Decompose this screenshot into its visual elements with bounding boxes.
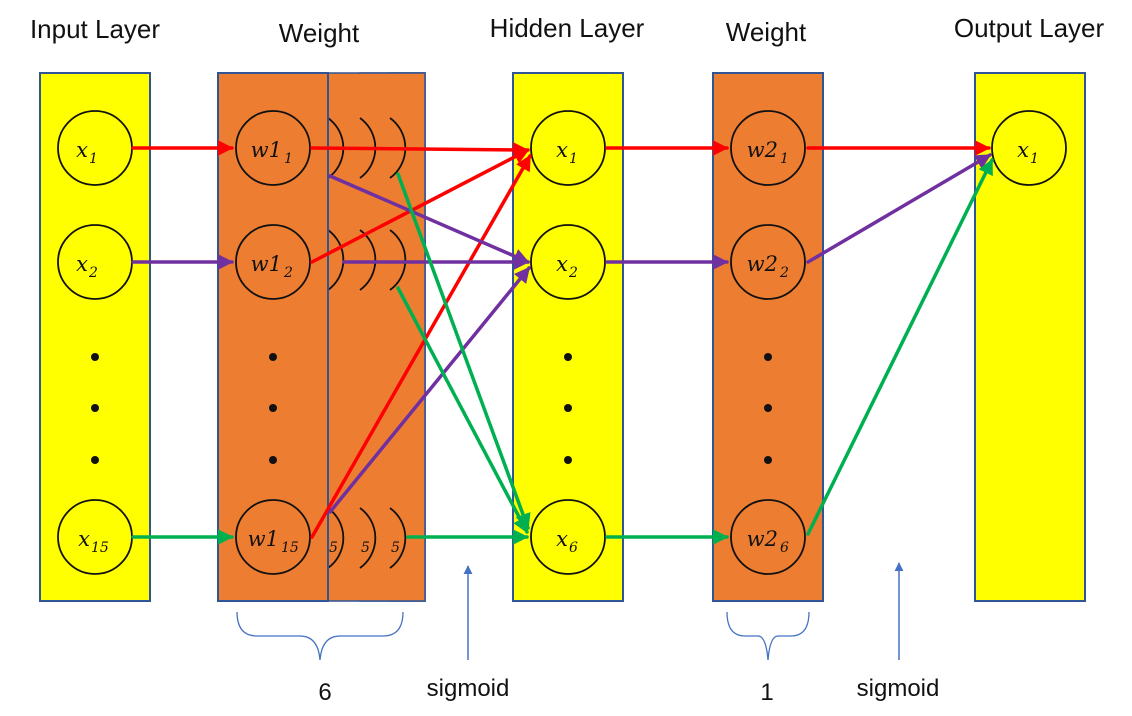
weight1-title: Weight — [279, 18, 360, 48]
hidden-layer-title: Hidden Layer — [490, 13, 645, 43]
output-node-1 — [991, 110, 1067, 186]
hidden-node-1-label: x — [556, 138, 568, 162]
weight2-node-6-label: w2 — [747, 527, 778, 551]
weight2-node-2-sub: 2 — [779, 265, 789, 281]
input-node-2-sub: 2 — [88, 265, 98, 281]
hidden-node-6-label: x — [556, 527, 568, 551]
hidden-node-6-sub: 6 — [569, 540, 578, 556]
weight2-node-2 — [730, 224, 806, 300]
input-node-2-label: x — [76, 252, 88, 276]
input-node-1-sub: 1 — [89, 151, 98, 167]
weight2-title: Weight — [726, 17, 807, 47]
weight1-back-fragment-1: 5 — [329, 540, 338, 556]
edge-w1-1-to-hidden1 — [310, 141, 529, 158]
hidden-node-2-label: x — [556, 252, 568, 276]
weight2-brace — [726, 611, 810, 661]
weight1-back-fragment-2: 5 — [361, 540, 370, 556]
weight2-column — [712, 72, 824, 602]
hidden-layer-column — [512, 72, 624, 602]
weight1-back-fragment-3: 5 — [391, 540, 400, 556]
hidden-node-2 — [530, 224, 606, 300]
edge-w1-2-to-hidden6 — [396, 286, 529, 534]
edge-w1-1-to-hidden6 — [396, 172, 531, 530]
weight1-sheet-front — [217, 72, 329, 602]
weight2-node-1-label: w2 — [747, 138, 778, 162]
weight1-node-2-sub: 2 — [283, 265, 293, 281]
hidden-node-6 — [530, 499, 606, 575]
weight1-brace — [236, 611, 404, 661]
edge-w1-2-to-hidden1 — [310, 148, 530, 264]
ellipsis-dots — [91, 353, 772, 464]
input-layer-title: Input Layer — [30, 14, 160, 44]
weight1-node-2 — [235, 224, 311, 300]
hidden-node-1-sub: 1 — [569, 151, 578, 167]
input-node-15-label: x — [78, 527, 90, 551]
weight1-node-15-label: w1 — [248, 527, 279, 551]
weight2-node-1 — [730, 110, 806, 186]
edge-w1-15-to-hidden2 — [328, 266, 531, 514]
input-layer-column — [39, 72, 151, 602]
output-layer-title: Output Layer — [954, 13, 1105, 43]
weight1-node-15-sub: 15 — [281, 540, 299, 556]
weight1-node-2-label: w1 — [251, 252, 282, 276]
input-node-15-sub: 15 — [91, 540, 109, 556]
output-node-1-label: x — [1017, 138, 1029, 162]
weight1-node-1 — [235, 110, 311, 186]
weight2-node-2-label: w2 — [747, 252, 778, 276]
edge-w2-2-to-output — [806, 153, 992, 264]
sigmoid-label-hidden: sigmoid — [427, 675, 510, 702]
hidden-node-1 — [530, 110, 606, 186]
output-layer-column — [974, 72, 1086, 602]
weight1-node-1-label: w1 — [251, 138, 282, 162]
edge-w1-15-to-hidden1 — [310, 154, 532, 539]
weight2-node-1-sub: 1 — [780, 151, 789, 167]
weight1-node-1-sub: 1 — [284, 151, 293, 167]
hidden-node-2-sub: 2 — [568, 265, 578, 281]
weight1-sheet-back-1 — [327, 72, 426, 602]
weight1-node-15 — [235, 499, 311, 575]
output-node-1-sub: 1 — [1030, 151, 1039, 167]
weight2-count-label: 1 — [760, 679, 773, 706]
edge-w2-6-to-output — [806, 158, 994, 536]
edge-w1-1-to-hidden2 — [328, 174, 530, 264]
input-node-1-label: x — [76, 138, 88, 162]
weight2-node-6-sub: 6 — [780, 540, 789, 556]
sigmoid-label-output: sigmoid — [857, 675, 940, 702]
weight1-count-label: 6 — [318, 679, 331, 706]
weight2-node-6 — [730, 499, 806, 575]
